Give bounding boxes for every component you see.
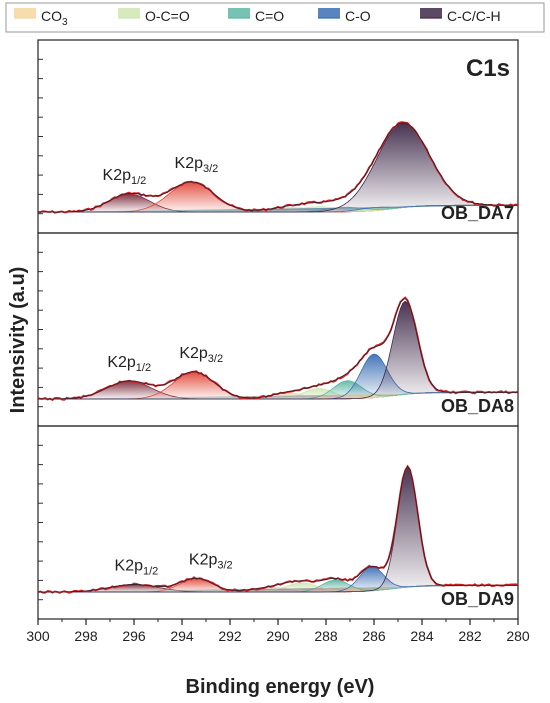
x-tick-label: 282 <box>458 628 482 644</box>
x-tick-label: 294 <box>170 628 194 644</box>
panel-OB_DA9: K2p1/2 K2p3/2 OB_DA9 <box>37 425 519 620</box>
x-tick-label: 290 <box>266 628 290 644</box>
x-tick-label: 288 <box>314 628 338 644</box>
legend-item-1: O-C=O <box>118 8 190 24</box>
x-tick-label: 286 <box>362 628 386 644</box>
fit-envelope <box>38 122 518 213</box>
x-axis-label: Binding energy (eV) <box>186 676 375 698</box>
x-tick-label: 280 <box>506 628 530 644</box>
k2p-label: K2p3/2 <box>179 345 223 365</box>
legend-label: CO3 <box>41 8 68 28</box>
legend-item-2: C=O <box>228 8 284 24</box>
fit-envelope <box>38 465 518 593</box>
y-axis-label: Intensivity (a.u) <box>7 267 29 414</box>
legend-swatch <box>318 8 340 18</box>
x-axis: 300 298 296 294 292 290 288 286 284 282 280 <box>26 619 530 644</box>
legend-frame <box>5 2 545 33</box>
panels: K2p1/2K2p3/2OB_DA7K2p1/2K2p3/2OB_DA8K2p1… <box>37 39 519 620</box>
panel-OB_DA8: K2p1/2 K2p3/2 OB_DA8 <box>37 232 519 427</box>
panel-label: OB_DA7 <box>441 203 514 223</box>
legend-swatch <box>118 8 140 18</box>
k2p-label: K2p1/2 <box>115 558 159 578</box>
x-tick-label: 300 <box>26 628 50 644</box>
legend-label: C=O <box>255 8 284 24</box>
x-tick-label: 298 <box>74 628 98 644</box>
legend: CO3 O-C=O C=O C-O C-C/C-H <box>5 2 545 33</box>
legend-label: O-C=O <box>145 8 190 24</box>
panel-label: OB_DA8 <box>441 396 514 416</box>
chart-title: C1s <box>466 55 510 82</box>
k2p-label: K2p3/2 <box>175 155 219 175</box>
raw-spectrum <box>37 464 519 594</box>
legend-item-4: C-C/C-H <box>420 8 501 24</box>
x-tick-label: 284 <box>410 628 434 644</box>
legend-item-0: CO3 <box>14 8 68 28</box>
k2p-label: K2p1/2 <box>107 354 151 374</box>
panel-OB_DA7: K2p1/2 K2p3/2 OB_DA7 <box>37 39 519 234</box>
k2p-label: K2p1/2 <box>103 167 147 187</box>
peak-C-C/C-H <box>38 300 518 400</box>
fit-envelope <box>38 298 518 400</box>
legend-label: C-C/C-H <box>447 8 501 24</box>
legend-swatch <box>14 8 36 18</box>
legend-swatch <box>420 8 442 18</box>
k2p-label: K2p3/2 <box>189 552 233 572</box>
peak-C-C/C-H <box>38 466 518 593</box>
x-tick-label: 296 <box>122 628 146 644</box>
legend-label: C-O <box>345 8 371 24</box>
panel-label: OB_DA9 <box>441 589 514 609</box>
raw-spectrum <box>37 296 519 402</box>
legend-item-3: C-O <box>318 8 371 24</box>
x-tick-label: 292 <box>218 628 242 644</box>
legend-swatch <box>228 8 250 18</box>
